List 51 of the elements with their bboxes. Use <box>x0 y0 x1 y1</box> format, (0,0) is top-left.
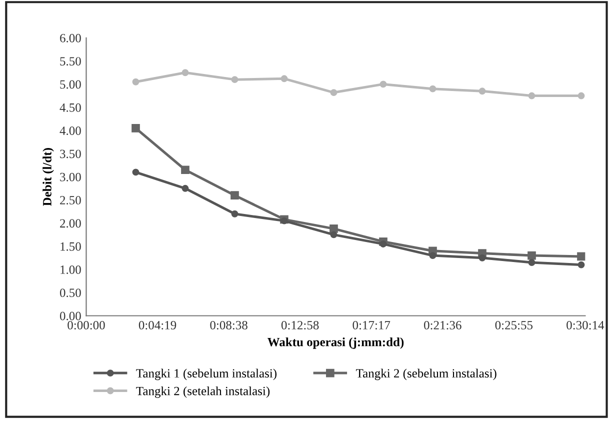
x-tick-label: 0:12:58 <box>281 320 319 330</box>
y-tick-label: 1.50 <box>60 242 81 251</box>
x-tick-label: 0:00:00 <box>68 320 105 330</box>
point <box>330 89 338 96</box>
x-tick-label: 0:30:14 <box>566 320 604 330</box>
y-tick-label: 0.00 <box>60 312 81 320</box>
point <box>380 240 387 248</box>
point <box>182 184 189 192</box>
point <box>578 92 585 100</box>
x-tick-label: 0:25:55 <box>495 320 533 330</box>
point <box>528 92 536 100</box>
y-tick-label: 3.00 <box>60 172 81 182</box>
point <box>478 88 486 95</box>
y-tick-label: 2.00 <box>60 219 81 228</box>
y-tick-label: 2.50 <box>60 196 81 204</box>
y-tick-label: 1.00 <box>60 265 81 274</box>
y-tick-label: 4.00 <box>60 126 81 136</box>
point <box>231 210 238 218</box>
point <box>181 166 190 174</box>
point <box>478 254 486 262</box>
y-tick-label: 5.00 <box>60 80 81 89</box>
point <box>429 252 436 260</box>
y-tick-label: 5.50 <box>60 57 81 66</box>
x-tick-label: 0:04:19 <box>138 320 176 330</box>
legend-label: Tangki 2 (setelah instalasi) <box>136 386 270 398</box>
point <box>577 252 586 261</box>
point <box>528 251 536 260</box>
y-tick-label: 3.50 <box>60 150 81 158</box>
legend-label: Tangki 2 (sebelum instalasi) <box>356 368 496 380</box>
x-tick-label: 0:21:36 <box>424 320 462 330</box>
point <box>330 224 338 233</box>
point <box>230 191 239 200</box>
y-tick-label: 0.50 <box>60 288 81 298</box>
point <box>231 76 238 84</box>
point <box>132 124 140 132</box>
point <box>280 75 288 82</box>
x-tick-label: 0:08:38 <box>210 320 248 330</box>
point <box>380 80 387 88</box>
y-tick-label: 4.50 <box>60 103 81 112</box>
point <box>132 78 140 86</box>
legend-label: Tangki 1 (sebelum instalasi) <box>136 368 276 380</box>
y-axis-title: Debit (l/dt) <box>42 148 54 206</box>
point <box>528 259 536 266</box>
point <box>578 261 585 268</box>
point <box>132 168 140 176</box>
x-tick-label: 0:17:17 <box>352 320 390 330</box>
y-tick-label: 6.00 <box>60 34 81 42</box>
point <box>429 85 436 92</box>
x-axis-title: Waktu operasi (j:mm:dd) <box>267 338 404 349</box>
point <box>330 231 338 238</box>
point <box>182 69 189 76</box>
